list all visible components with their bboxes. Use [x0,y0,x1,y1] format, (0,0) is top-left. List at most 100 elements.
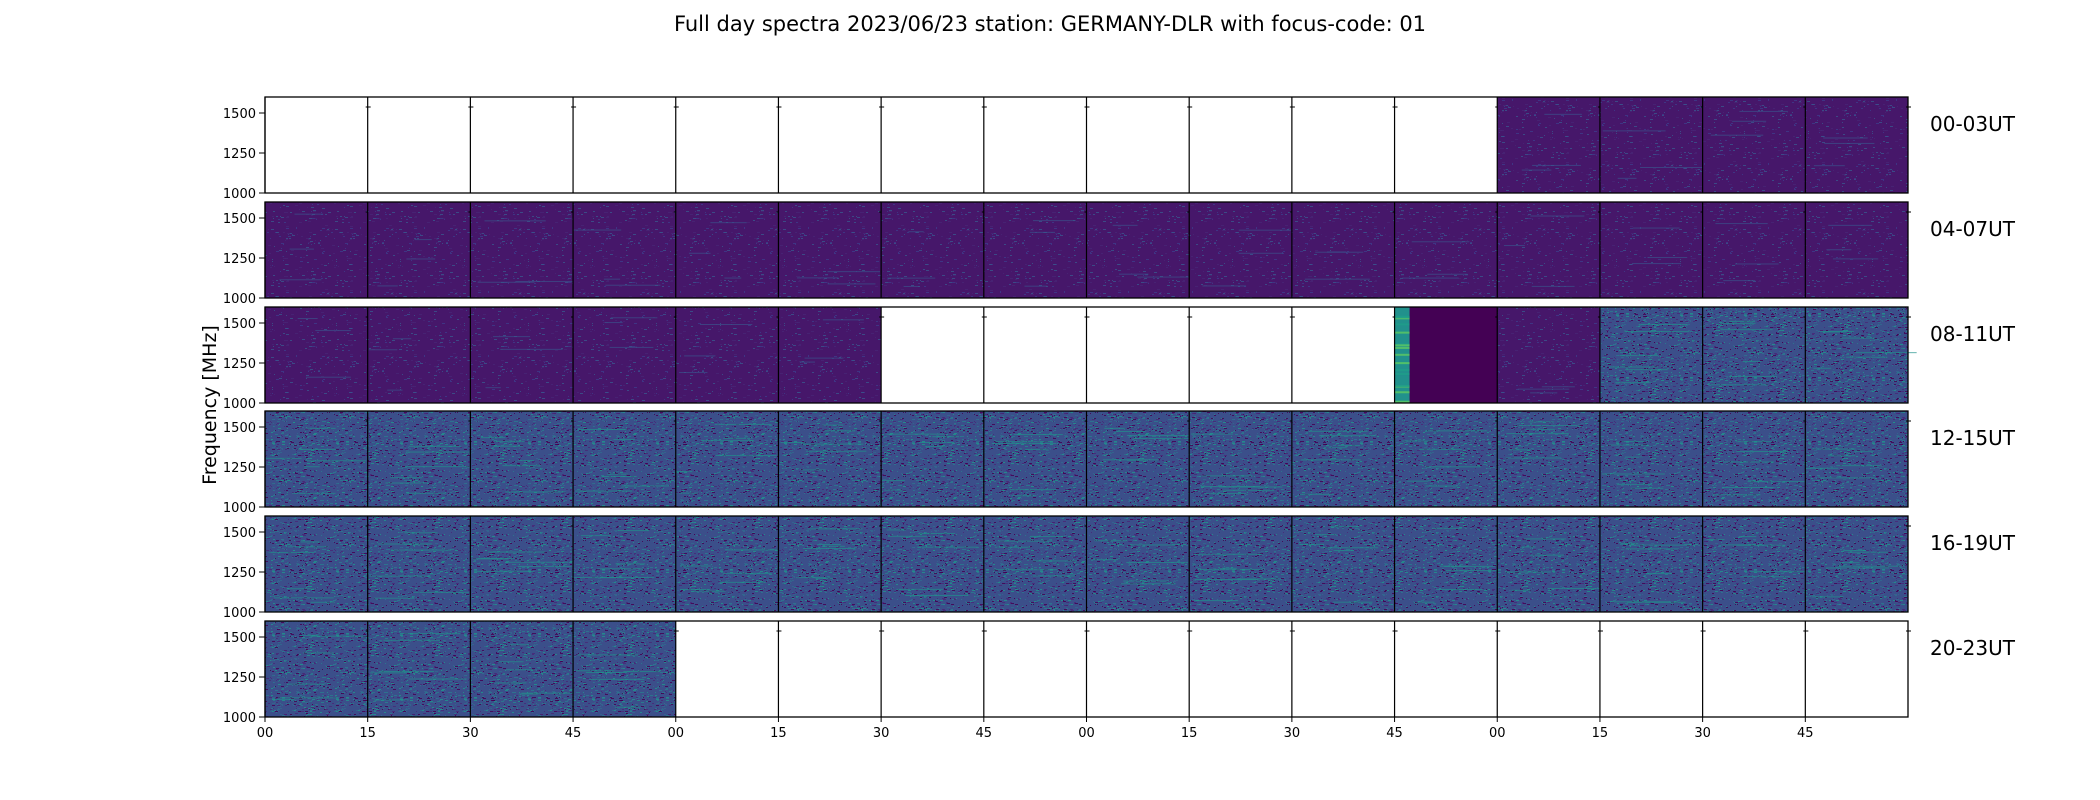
spectrum-cell [675,307,782,403]
spectrum-cell [1804,516,1911,612]
spectrum-cell [1599,621,1706,717]
spectrum-cell [777,97,885,193]
spectrum-cell [1599,411,1706,507]
spectrum-cell [469,307,577,403]
row-frame [264,410,1909,508]
x-tick-label: 15 [359,726,376,741]
y-tick-label: 1500 [223,107,256,122]
spectrum-cell [675,411,782,507]
spectrum-cell [367,97,474,193]
spectrum-cell [983,202,1090,298]
spectrum-cell [1393,516,1504,612]
row-panel-20-23UT [264,620,1911,718]
y-tick-label: 1250 [223,566,256,581]
spectrum-cell [1188,411,1295,507]
spectrum-cell [1085,411,1193,507]
row-panel-16-19UT [264,515,1911,613]
spectrum-cell [1188,307,1295,403]
spectrum-cell [264,411,371,507]
spectrum-cell [469,202,579,298]
y-tick-label: 1000 [223,187,256,202]
spectrum-cell [1188,621,1295,717]
spectrum-cell [264,516,371,612]
spectrum-cell [1702,516,1814,612]
spectrum-cell [1291,202,1398,298]
spectrum-cell [1291,411,1398,507]
spectrum-cell [572,411,679,507]
spectrum-cell [880,411,987,507]
spectrum-cell [1702,411,1809,507]
row-panel-00-03UT [264,96,1911,194]
spectrum-cell [264,97,371,193]
spectrum-cell [1393,307,1501,403]
y-tick-label: 1500 [223,631,256,646]
spectrum-cell [1291,307,1398,403]
spectrum-cell [675,621,782,717]
x-tick-label: 30 [1284,726,1301,741]
spectrum-cell [1702,307,1809,403]
y-tick-label: 1000 [223,501,256,516]
spectrum-cell [777,411,885,507]
spectrum-cell [367,621,474,717]
spectrum-cell [1085,307,1193,403]
row-frame [264,515,1909,613]
spectrum-cell [1804,307,1917,403]
spectrum-cell [1393,411,1501,507]
x-tick-label: 15 [770,726,787,741]
spectrum-cell [1393,621,1501,717]
chart-title: Full day spectra 2023/06/23 station: GER… [673,12,1427,36]
spectrum-cell [1599,307,1706,403]
row-label: 16-19UT [1930,531,2016,555]
spectrum-cell [777,621,885,717]
row-label: 00-03UT [1930,112,2016,136]
y-tick-label: 1000 [223,711,256,726]
spectrum-cell [1702,97,1809,193]
row-panel-04-07UT [264,201,1911,299]
spectrum-cell [983,621,1090,717]
spectrum-cell [572,307,679,403]
x-tick-label: 45 [565,726,582,741]
spectrum-cell [572,97,679,193]
spectrum-cell [1496,516,1603,612]
spectrum-cell [983,516,1090,612]
spectrum-cell [983,411,1090,507]
spectrum-cell [1496,97,1603,193]
spectrum-cell [469,411,577,507]
spectrum-cell [675,516,787,612]
spectrum-cell [1291,516,1398,612]
x-tick-label: 30 [462,726,479,741]
spectrum-cell [1291,97,1398,193]
x-tick-label: 15 [1181,726,1198,741]
spectrum-cell [675,202,782,298]
spectrum-cell [777,202,885,298]
spectrum-cell [469,516,583,612]
y-tick-label: 1500 [223,526,256,541]
spectrum-cell [1188,202,1295,298]
x-tick-label: 00 [257,726,274,741]
spectrum-cell [880,307,987,403]
spectrum-cell [367,411,474,507]
x-tick-label: 45 [1386,726,1403,741]
spectrum-cell [1393,202,1501,298]
x-tick-label: 45 [976,726,993,741]
row-frame [264,306,1909,404]
y-tick-label: 1250 [223,671,256,686]
spectrum-cell [572,516,679,612]
spectrum-cell [1496,202,1603,298]
y-tick-label: 1250 [223,147,256,162]
spectrum-cell [1188,516,1295,612]
spectrum-cell [1702,621,1809,717]
y-tick-label: 1250 [223,461,256,476]
spectrum-cell [777,516,885,612]
spectrum-cell [1291,621,1398,717]
spectrum-cell [880,621,987,717]
x-tick-label: 45 [1797,726,1814,741]
spectrum-cell [1188,97,1295,193]
x-tick-label: 00 [1489,726,1506,741]
spectrum-cell [1496,621,1603,717]
row-label: 04-07UT [1930,217,2016,241]
row-label: 08-11UT [1930,322,2016,346]
spectrum-cell [264,621,371,717]
y-tick-label: 1000 [223,397,256,412]
y-tick-label: 1000 [223,292,256,307]
